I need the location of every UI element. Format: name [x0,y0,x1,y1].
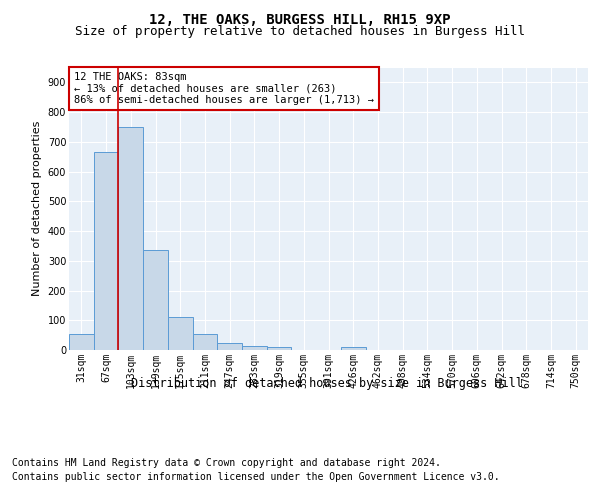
Bar [341,348,365,350]
Text: Size of property relative to detached houses in Burgess Hill: Size of property relative to detached ho… [75,25,525,38]
Bar [193,334,217,350]
Text: Contains public sector information licensed under the Open Government Licence v3: Contains public sector information licen… [12,472,500,482]
Bar [69,334,94,350]
Bar [267,348,292,350]
Bar [118,127,143,350]
Y-axis label: Number of detached properties: Number of detached properties [32,121,42,296]
Text: 12, THE OAKS, BURGESS HILL, RH15 9XP: 12, THE OAKS, BURGESS HILL, RH15 9XP [149,12,451,26]
Text: Distribution of detached houses by size in Burgess Hill: Distribution of detached houses by size … [131,378,523,390]
Bar [168,318,193,350]
Bar [143,250,168,350]
Text: Contains HM Land Registry data © Crown copyright and database right 2024.: Contains HM Land Registry data © Crown c… [12,458,441,468]
Bar [94,152,118,350]
Bar [242,346,267,350]
Text: 12 THE OAKS: 83sqm
← 13% of detached houses are smaller (263)
86% of semi-detach: 12 THE OAKS: 83sqm ← 13% of detached hou… [74,72,374,105]
Bar [217,342,242,350]
